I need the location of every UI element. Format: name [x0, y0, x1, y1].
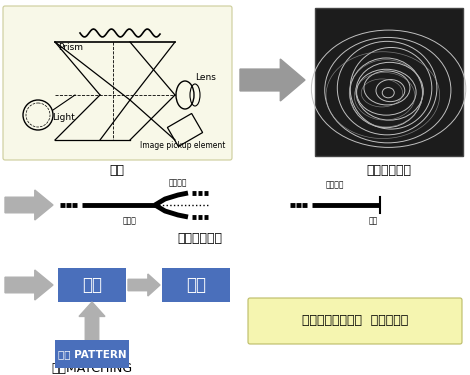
Text: 지문특징추출: 지문특징추출: [178, 231, 222, 244]
Polygon shape: [128, 274, 160, 296]
Text: Prism: Prism: [58, 43, 83, 52]
FancyBboxPatch shape: [162, 268, 230, 302]
Polygon shape: [79, 302, 105, 340]
Polygon shape: [240, 59, 305, 101]
Text: 융선방향: 융선방향: [326, 180, 344, 189]
Text: 영상MATCHING: 영상MATCHING: [51, 362, 133, 375]
FancyBboxPatch shape: [58, 268, 126, 302]
Text: 지문인식시스템의  기본흐름도: 지문인식시스템의 기본흐름도: [302, 315, 408, 327]
Bar: [315, 8, 463, 156]
FancyBboxPatch shape: [55, 340, 129, 368]
Text: 입력: 입력: [110, 164, 125, 177]
Text: Lens: Lens: [195, 73, 216, 82]
Text: 분기점: 분기점: [123, 216, 137, 225]
FancyBboxPatch shape: [248, 298, 462, 344]
Text: 융선방향: 융선방향: [169, 178, 187, 187]
FancyBboxPatch shape: [3, 6, 232, 160]
Text: 식별: 식별: [82, 276, 102, 294]
Text: 단점: 단점: [369, 216, 378, 225]
Text: 출력: 출력: [186, 276, 206, 294]
Text: 지문영상출력: 지문영상출력: [367, 164, 412, 177]
Polygon shape: [5, 270, 53, 300]
Text: Light: Light: [52, 113, 75, 122]
Text: 기준 PATTERN: 기준 PATTERN: [58, 349, 126, 359]
Text: Image pickup element: Image pickup element: [140, 141, 226, 150]
Polygon shape: [5, 190, 53, 220]
